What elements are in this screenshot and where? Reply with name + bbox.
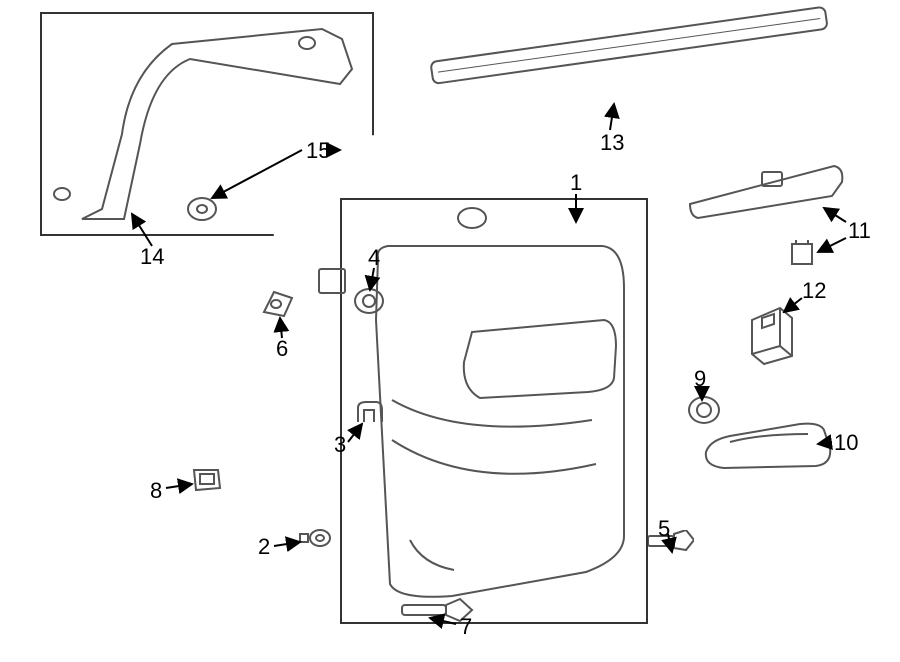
leader-arrows <box>0 0 900 662</box>
diagram-stage: 1 2 3 4 5 6 7 8 9 10 11 12 13 14 15 <box>0 0 900 662</box>
